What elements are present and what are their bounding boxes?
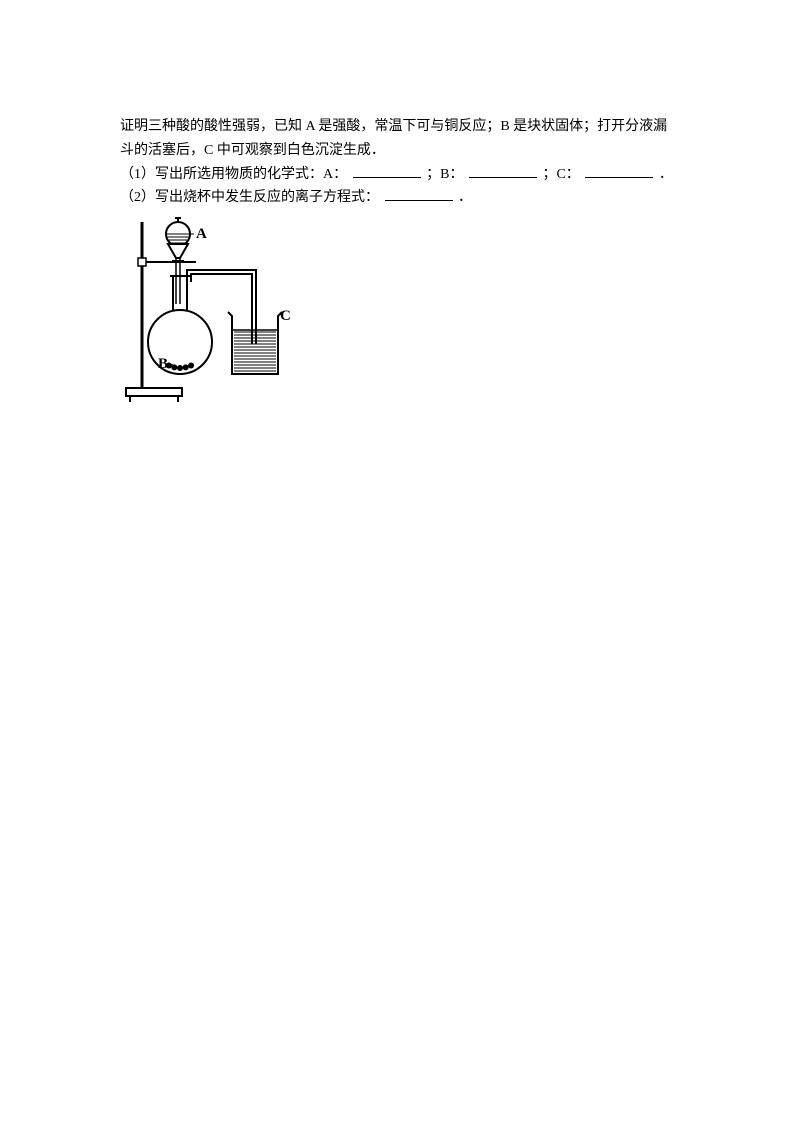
apparatus-diagram: A B C: [120, 216, 680, 406]
blank-c: [585, 163, 653, 178]
q1-sep2: ；C：: [542, 167, 579, 182]
apparatus-svg: A B C: [120, 216, 290, 406]
text-line2: 斗的活塞后，C 中可观察到白色沉淀生成．: [120, 143, 385, 158]
page-content: 证明三种酸的酸性强弱，已知 A 是强酸，常温下可与铜反应；B 是块状固体；打开分…: [0, 0, 800, 406]
q2-pre: （2）写出烧杯中发生反应的离子方程式：: [120, 190, 379, 205]
question-2: （2）写出烧杯中发生反应的离子方程式： ．: [120, 186, 680, 210]
svg-text:A: A: [196, 226, 207, 242]
svg-text:B: B: [158, 356, 168, 372]
svg-text:C: C: [280, 308, 290, 324]
blank-b: [469, 163, 537, 178]
q2-end: ．: [458, 190, 472, 205]
blank-eq: [385, 186, 453, 201]
text-line1: 证明三种酸的酸性强弱，已知 A 是强酸，常温下可与铜反应；B 是块状固体；打开分…: [120, 119, 667, 134]
q1-pre: （1）写出所选用物质的化学式：A：: [120, 167, 347, 182]
intro-line-1: 证明三种酸的酸性强弱，已知 A 是强酸，常温下可与铜反应；B 是块状固体；打开分…: [120, 115, 680, 163]
q1-sep1: ；B：: [426, 167, 463, 182]
q1-end: ．: [659, 167, 673, 182]
blank-a: [353, 163, 421, 178]
question-1: （1）写出所选用物质的化学式：A： ；B： ；C： ．: [120, 163, 680, 187]
